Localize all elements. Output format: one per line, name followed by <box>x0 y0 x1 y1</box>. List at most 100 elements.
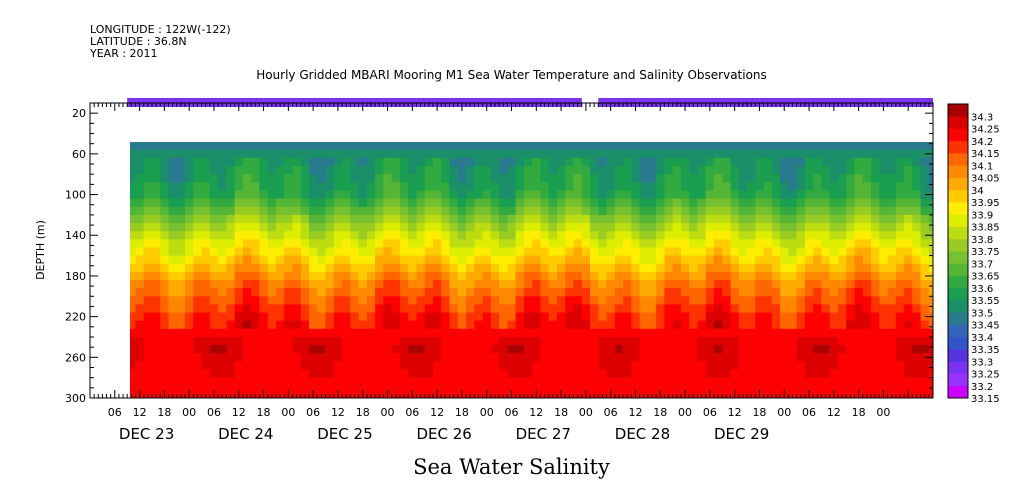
heatmap-cell <box>201 255 211 265</box>
heatmap-cell <box>540 353 550 362</box>
heatmap-cell <box>267 345 277 354</box>
heatmap-cell <box>804 288 814 297</box>
heatmap-cell <box>928 328 933 338</box>
heatmap-cell <box>780 271 789 281</box>
heatmap-cell <box>300 361 310 371</box>
heatmap-cell <box>366 142 376 151</box>
heatmap-cell <box>548 255 558 265</box>
heatmap-cell <box>738 157 748 167</box>
heatmap-cell <box>912 271 922 281</box>
heatmap-cell <box>176 206 186 216</box>
heatmap-cell <box>152 280 161 289</box>
heatmap-cell <box>292 166 302 175</box>
heatmap-cell <box>234 353 244 362</box>
heatmap-cell <box>185 280 194 289</box>
heatmap-cell <box>276 328 285 338</box>
heatmap-cell <box>714 247 723 257</box>
heatmap-cell <box>672 182 682 191</box>
heatmap-cell <box>532 304 542 314</box>
heatmap-cell <box>292 271 302 281</box>
heatmap-cell <box>614 345 624 354</box>
heatmap-cell <box>755 296 765 305</box>
heatmap-cell <box>383 345 393 354</box>
heatmap-cell <box>714 337 723 346</box>
heatmap-cell <box>548 174 558 183</box>
heatmap-cell <box>457 337 467 346</box>
heatmap-cell <box>705 166 715 175</box>
heatmap-cell <box>499 369 508 379</box>
heatmap-cell <box>821 190 831 200</box>
heatmap-cell <box>433 190 442 200</box>
heatmap-cell <box>342 166 351 175</box>
heatmap-cell <box>862 239 872 248</box>
heatmap-cell <box>457 247 467 257</box>
heatmap-cell <box>176 385 186 395</box>
heatmap-cell <box>904 142 913 151</box>
heatmap-cell <box>325 174 335 183</box>
heatmap-cell <box>664 190 674 200</box>
heatmap-cell <box>755 239 765 248</box>
heatmap-cell <box>780 304 789 314</box>
heatmap-cell <box>457 198 467 208</box>
heatmap-cell <box>292 304 302 314</box>
heatmap-cell <box>358 174 368 183</box>
heatmap-cell <box>846 206 856 216</box>
heatmap-cell <box>449 288 459 297</box>
heatmap-cell <box>573 361 583 371</box>
heatmap-cell <box>201 288 211 297</box>
heatmap-cell <box>631 255 641 265</box>
heatmap-cell <box>218 198 227 208</box>
heatmap-cell <box>209 369 219 379</box>
heatmap-cell <box>292 149 302 159</box>
heatmap-cell <box>218 369 227 379</box>
heatmap-cell <box>623 345 632 354</box>
heatmap-cell <box>771 142 781 151</box>
heatmap-cell <box>490 174 500 183</box>
heatmap-cell <box>193 361 203 371</box>
heatmap-cell <box>672 361 682 371</box>
heatmap-cell <box>507 345 517 354</box>
heatmap-cell <box>829 296 839 305</box>
heatmap-cell <box>185 149 194 159</box>
heatmap-cell <box>333 142 343 143</box>
heatmap-cell <box>879 142 889 143</box>
heatmap-cell <box>242 271 252 281</box>
heatmap-cell <box>399 214 409 224</box>
heatmap-cell <box>251 263 261 273</box>
heatmap-cell <box>474 263 484 273</box>
heatmap-cell <box>755 345 765 354</box>
heatmap-cell <box>606 157 616 167</box>
heatmap-cell <box>722 231 732 240</box>
heatmap-cell <box>747 280 756 289</box>
heatmap-cell <box>697 231 707 240</box>
heatmap-cell <box>267 231 277 240</box>
heatmap-cell <box>689 280 699 289</box>
heatmap-cell <box>383 206 393 216</box>
heatmap-cell <box>325 312 335 322</box>
heatmap-cell <box>904 198 913 208</box>
heatmap-cell <box>482 198 492 208</box>
heatmap-cell <box>284 142 294 151</box>
heatmap-cell <box>292 157 302 167</box>
heatmap-cell <box>771 142 781 143</box>
heatmap-cell <box>697 361 707 371</box>
heatmap-cell <box>176 263 186 273</box>
heatmap-cell <box>573 174 583 183</box>
heatmap-cell <box>730 345 740 354</box>
heatmap-cell <box>672 166 682 175</box>
colorbar-label: 33.35 <box>971 345 1000 356</box>
heatmap-cell <box>738 239 748 248</box>
heatmap-cell <box>821 206 831 216</box>
heatmap-cell <box>623 296 632 305</box>
heatmap-cell <box>242 369 252 379</box>
heatmap-cell <box>573 328 583 338</box>
heatmap-cell <box>722 280 732 289</box>
heatmap-cell <box>433 328 442 338</box>
heatmap-cell <box>540 142 550 151</box>
heatmap-cell <box>168 190 178 200</box>
heatmap-cell <box>515 385 525 395</box>
heatmap-cell <box>548 142 558 151</box>
heatmap-cell <box>804 271 814 281</box>
x-hour-tick-label: 06 <box>405 406 419 419</box>
heatmap-cell <box>130 271 137 281</box>
